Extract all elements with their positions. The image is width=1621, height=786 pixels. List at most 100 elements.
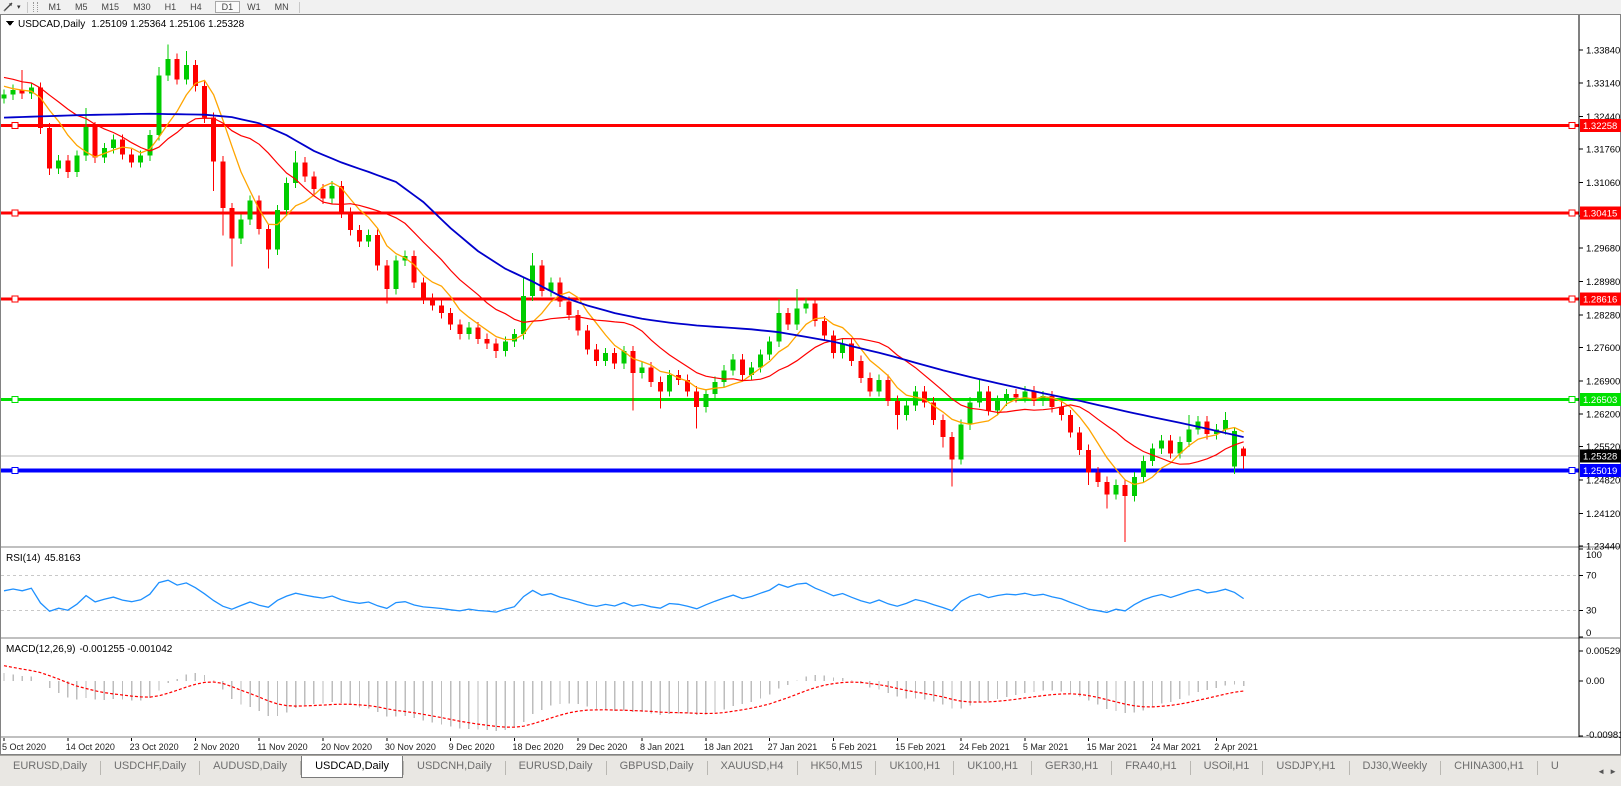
chevron-down-icon[interactable]: ▾ (17, 4, 21, 11)
chart-tab-ger30-h1[interactable]: GER30,H1 (1045, 760, 1099, 772)
line-handle[interactable] (11, 209, 19, 217)
timeframe-buttons: M1 M5 M15 M30 H1 H4 D1 W1 MN (42, 0, 296, 14)
date-axis-label: 11 Nov 2020 (257, 742, 307, 752)
price-axis-label: 1.26900 (1586, 376, 1620, 387)
line-handle[interactable] (11, 295, 19, 303)
rsi-indicator-panel: 100 70 30 0 (1, 548, 1602, 639)
rsi-axis-label: 30 (1586, 606, 1597, 617)
tabs-scroll-controls: ◄ ► (1593, 756, 1621, 786)
date-axis-label: 15 Mar 2021 (1087, 742, 1138, 752)
symbol-dropdown-icon[interactable] (6, 21, 14, 26)
chart-tab-usdjpy-h1[interactable]: USDJPY,H1 (1276, 760, 1336, 772)
rsi-line (3, 579, 1245, 614)
chart-tab-audusd-daily[interactable]: AUDUSD,Daily (213, 760, 288, 772)
tab-separator (796, 761, 798, 775)
cursor-tool-icon[interactable] (2, 1, 16, 13)
tab-separator (99, 761, 101, 775)
timeframe-button-m5[interactable]: M5 (75, 1, 88, 12)
level-price-tag: 1.26503 (1583, 395, 1617, 406)
chart-tab-usdchf-daily[interactable]: USDCHF,Daily (113, 760, 187, 772)
timeframe-button-m15[interactable]: M15 (101, 1, 120, 12)
chart-tab-eurusd-daily[interactable]: EURUSD,Daily (518, 760, 593, 772)
timeframe-button-mn[interactable]: MN (274, 1, 289, 12)
price-chart[interactable]: 100 70 30 0 0.005296 0.00 -0.009810 1.33840 1.… (0, 14, 1621, 755)
date-axis-label: 5 Oct 2020 (2, 742, 46, 752)
date-axis-label: 14 Oct 2020 (66, 742, 115, 752)
price-axis-label: 1.33140 (1586, 79, 1620, 90)
price-axis[interactable]: 1.338401.331401.324401.317601.310601.303… (1578, 15, 1620, 737)
macd-indicator-panel: 0.005296 0.00 -0.009810 (3, 646, 1621, 741)
price-axis-tags: 1.32258 1.30415 1.28616 1.26503 1.25019 1.253… (1580, 118, 1621, 478)
tab-separator (403, 761, 405, 775)
tab-separator (1031, 761, 1033, 775)
chart-tab-gbpusd-daily[interactable]: GBPUSD,Daily (619, 760, 694, 772)
price-axis-label: 1.32440 (1586, 112, 1620, 123)
chart-tab-usdcad-daily[interactable]: USDCAD,Daily (301, 756, 404, 778)
toolbar-separator (26, 1, 28, 13)
date-axis-label: 5 Feb 2021 (831, 742, 877, 752)
toolbar-grip[interactable] (32, 2, 38, 12)
date-axis-label: 2 Apr 2021 (1214, 742, 1258, 752)
timeframe-button-h4[interactable]: H4 (190, 1, 202, 12)
line-handle[interactable] (11, 467, 19, 475)
price-axis-label: 1.28280 (1586, 311, 1620, 322)
tabs-scroll-left-icon[interactable]: ◄ (1597, 767, 1606, 776)
line-handle[interactable] (11, 121, 19, 129)
chart-tab-usdcnh-daily[interactable]: USDCNH,Daily (417, 760, 492, 772)
timeframe-button-h1[interactable]: H1 (164, 1, 177, 12)
rsi-axis-label: 70 (1586, 570, 1597, 581)
tab-separator (1536, 761, 1538, 775)
tab-separator (1111, 761, 1113, 775)
chart-tab-china300-h1[interactable]: CHINA300,H1 (1454, 760, 1524, 772)
date-axis-label: 2 Nov 2020 (193, 742, 239, 752)
tab-separator (875, 761, 877, 775)
line-handle[interactable] (1568, 295, 1576, 303)
date-axis-label: 24 Feb 2021 (959, 742, 1010, 752)
timeframe-button-m30[interactable]: M30 (133, 1, 151, 12)
date-axis-label: 30 Nov 2020 (385, 742, 436, 752)
chart-tab-usoil-h1[interactable]: USOil,H1 (1203, 760, 1250, 772)
rsi-axis-label: 100 (1586, 550, 1602, 561)
price-axis-label: 1.29680 (1586, 244, 1620, 255)
chart-tab-eurusd-daily[interactable]: EURUSD,Daily (13, 760, 87, 772)
price-axis-label: 1.24120 (1586, 509, 1620, 520)
timeframe-button-w1[interactable]: W1 (247, 1, 261, 12)
line-handle[interactable] (11, 396, 19, 404)
line-handle[interactable] (1568, 121, 1576, 129)
tab-separator (199, 761, 201, 775)
macd-axis-label: 0.00 (1586, 676, 1605, 687)
level-price-tag: 1.25019 (1583, 466, 1617, 477)
tab-separator (504, 761, 506, 775)
date-axis-label: 24 Mar 2021 (1150, 742, 1201, 752)
date-axis-label: 18 Dec 2020 (512, 742, 563, 752)
macd-axis-label: 0.005296 (1586, 646, 1621, 657)
line-handle[interactable] (1568, 209, 1576, 217)
line-handle[interactable] (1568, 467, 1576, 475)
date-axis[interactable]: 5 Oct 2020 14 Oct 2020 23 Oct 2020 2 Nov 20… (2, 738, 1258, 752)
timeframe-button-d1[interactable]: D1 (214, 0, 241, 13)
chart-tab-uk100-h1[interactable]: UK100,H1 (967, 760, 1019, 772)
chart-tab-dj30-weekly[interactable]: DJ30,Weekly (1362, 760, 1428, 772)
price-axis-label: 1.31060 (1586, 178, 1620, 189)
chart-tab-u[interactable]: U (1550, 760, 1559, 772)
date-axis-label: 23 Oct 2020 (130, 742, 179, 752)
price-axis-label: 1.31760 (1586, 145, 1620, 156)
rsi-label: RSI(14) 45.8163 (6, 553, 81, 564)
chart-tabs: EURUSD,Daily USDCHF,Daily AUDUSD,Daily USDC… (0, 756, 1593, 786)
price-axis-label: 1.23440 (1586, 541, 1620, 552)
chart-tab-uk100-h1[interactable]: UK100,H1 (889, 760, 941, 772)
timeframe-button-m1[interactable]: M1 (48, 1, 62, 12)
rsi-axis-label: 0 (1586, 628, 1591, 639)
macd-label: MACD(12,26,9) -0.001255 -0.001042 (6, 644, 173, 655)
chart-tab-fra40-h1[interactable]: FRA40,H1 (1125, 760, 1177, 772)
level-price-tag: 1.28616 (1583, 294, 1617, 305)
candlestick-series (1, 44, 1247, 543)
tab-separator (1348, 761, 1350, 775)
tabs-scroll-right-icon[interactable]: ► (1609, 767, 1617, 776)
chart-tab-hk50-m15[interactable]: HK50,M15 (810, 760, 863, 772)
chart-tab-xauusd-h4[interactable]: XAUUSD,H4 (720, 760, 784, 772)
line-handle[interactable] (1568, 396, 1576, 404)
price-axis-label: 1.27600 (1586, 343, 1620, 354)
toolbar-separator (298, 1, 300, 13)
